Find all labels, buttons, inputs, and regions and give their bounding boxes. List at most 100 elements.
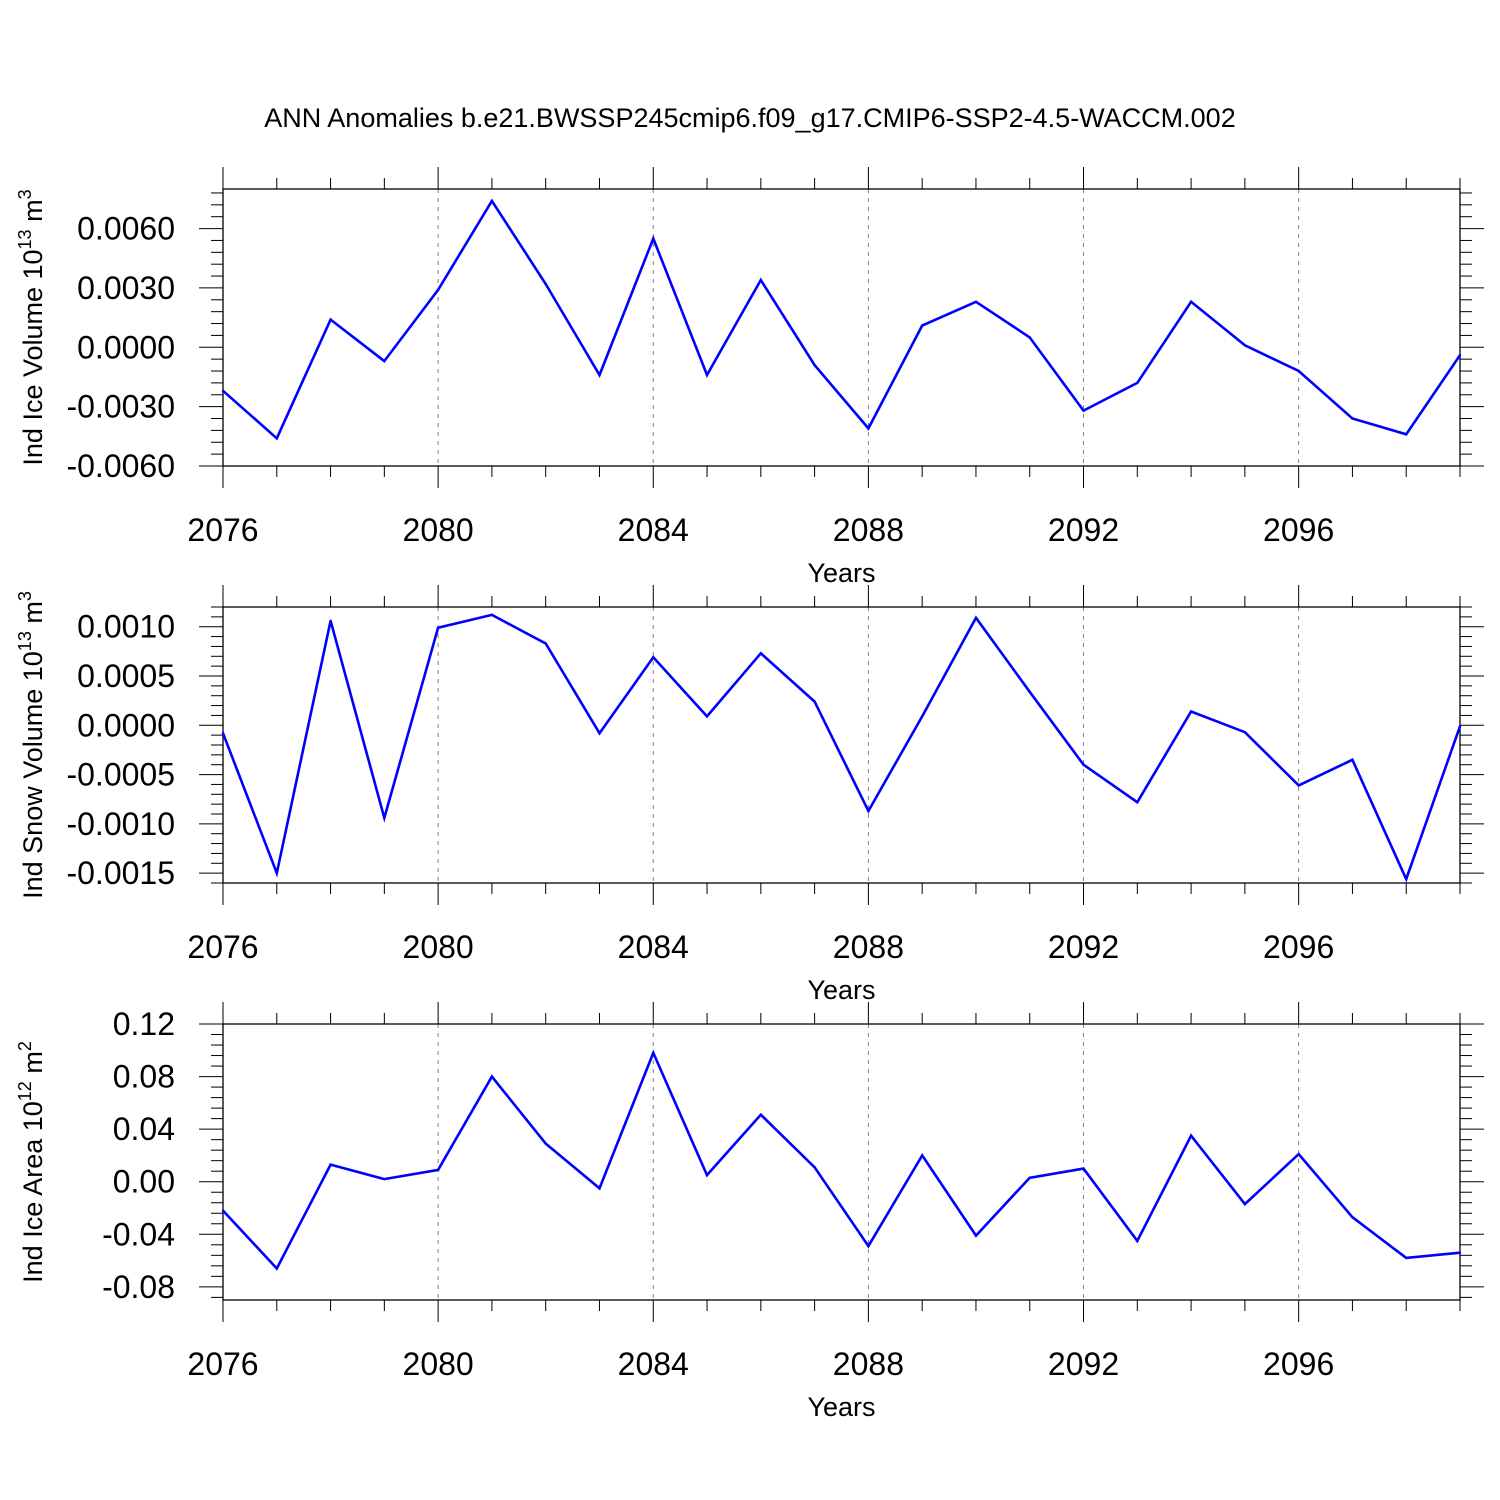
data-point [275, 437, 278, 440]
y-tick-label: 0.0030 [77, 270, 175, 306]
data-point [1351, 1216, 1354, 1219]
x-tick-label: 2080 [403, 929, 474, 965]
data-point [436, 626, 440, 629]
y-tick-label: -0.0010 [66, 806, 175, 842]
data-point [1028, 1176, 1031, 1179]
x-tick-label: 2084 [618, 929, 689, 965]
data-point [598, 731, 601, 735]
data-point [1243, 1202, 1247, 1206]
x-tick-label: 2088 [833, 1346, 904, 1382]
data-point [1189, 1134, 1193, 1137]
y-axis-label-unit: m [18, 1051, 48, 1081]
x-tick-label: 2088 [833, 512, 904, 548]
data-point [1351, 417, 1354, 420]
data-point [383, 359, 386, 363]
plot-frame [222, 1023, 1461, 1301]
data-point [1136, 381, 1139, 385]
data-point [759, 278, 763, 282]
x-tick-label: 2076 [187, 1346, 258, 1382]
y-tick-label: -0.04 [102, 1216, 175, 1252]
y-axis-label-unit: m [18, 199, 48, 229]
y-axis-label-unit-exponent: 3 [15, 591, 35, 601]
data-point [1458, 1251, 1462, 1254]
x-tick-label: 2092 [1048, 1346, 1119, 1382]
data-point [221, 731, 225, 735]
data-point [1243, 730, 1247, 734]
y-axis-label-exponent: 13 [15, 229, 35, 249]
data-point [974, 1234, 978, 1237]
data-point [652, 656, 655, 659]
x-tick-label: 2076 [187, 512, 258, 548]
x-tick-label: 2096 [1263, 1346, 1334, 1382]
y-tick-label: 0.0000 [77, 329, 175, 365]
y-axis-label-text: Ind Ice Volume 10 [18, 249, 48, 465]
data-point [383, 1177, 386, 1181]
y-axis-label-text: Ind Ice Area 10 [18, 1101, 48, 1283]
data-point [867, 1244, 870, 1248]
chart-title: ANN Anomalies b.e21.BWSSP245cmip6.f09_g1… [264, 103, 1235, 133]
series-line [222, 1049, 1461, 1271]
data-point [1243, 344, 1247, 347]
data-point [544, 282, 547, 286]
data-point [598, 1187, 601, 1190]
data-point [383, 816, 386, 820]
data-point [329, 1163, 332, 1166]
data-point [1189, 300, 1193, 303]
y-axis-label: Ind Snow Volume 1013 m3 [15, 591, 48, 899]
data-point [1297, 369, 1300, 373]
data-point [490, 1075, 494, 1078]
data-point [1136, 800, 1139, 804]
y-axis-label-unit: m [18, 601, 48, 631]
data-point [490, 613, 494, 617]
y-tick-label: 0.0060 [77, 211, 175, 247]
y-axis-label: Ind Ice Area 1012 m2 [15, 1041, 48, 1283]
data-point [974, 616, 978, 620]
series-line [221, 613, 1462, 883]
y-tick-label: 0.12 [113, 1006, 175, 1042]
plot-frame [222, 188, 1461, 467]
x-tick-label: 2084 [618, 512, 689, 548]
panels: -0.0060 -0.0030 0.0000 0.0030 0.0060 2076 2080… [15, 167, 1484, 1422]
data-point [1458, 354, 1462, 357]
data-point [1082, 409, 1085, 412]
y-axis-label-exponent: 12 [15, 1081, 35, 1101]
panel-3: -0.08 -0.04 0.00 0.04 0.08 0.12 2076 2080 2084 20… [15, 1002, 1484, 1422]
y-axis-label: Ind Ice Volume 1013 m3 [15, 189, 48, 465]
y-tick-label: 0.04 [113, 1111, 175, 1147]
x-tick-label: 2096 [1263, 929, 1334, 965]
data-point [974, 300, 978, 303]
data-point [436, 1168, 440, 1172]
data-point [920, 324, 924, 327]
y-tick-label: -0.0015 [66, 855, 175, 891]
x-axis-label: Years [807, 1392, 875, 1422]
data-point [1082, 763, 1085, 766]
data-point [1136, 1239, 1139, 1243]
plot-frame [222, 606, 1461, 884]
series-line [222, 198, 1462, 441]
data-point [1297, 1152, 1300, 1156]
x-tick-label: 2076 [187, 929, 258, 965]
x-tick-label: 2092 [1048, 929, 1119, 965]
data-point [867, 427, 870, 430]
data-point [275, 1267, 278, 1270]
x-tick-label: 2092 [1048, 512, 1119, 548]
x-axis-label: Years [807, 558, 875, 588]
data-point [813, 700, 816, 703]
data-point [598, 373, 601, 377]
y-axis-label-exponent: 13 [15, 631, 35, 651]
y-tick-label: -0.0060 [66, 448, 175, 484]
data-point [275, 871, 278, 875]
data-point [1028, 690, 1031, 693]
data-point [1405, 877, 1408, 881]
data-point [1189, 710, 1193, 713]
y-tick-label: 0.08 [113, 1059, 175, 1095]
data-point [920, 715, 924, 718]
data-point [1405, 1256, 1408, 1260]
y-tick-label: 0.0010 [77, 609, 175, 645]
data-point [759, 1113, 763, 1116]
data-point [221, 389, 225, 393]
data-point [1405, 433, 1408, 436]
y-tick-label: 0.0000 [77, 707, 175, 743]
x-tick-label: 2080 [403, 1346, 474, 1382]
